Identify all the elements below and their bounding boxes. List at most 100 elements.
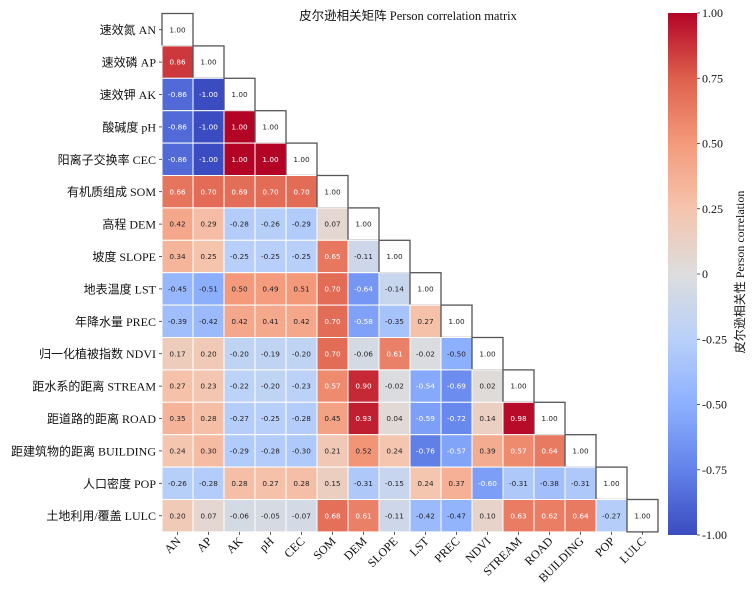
heatmap-cell: 0.42 <box>223 304 256 339</box>
column-label: SLOPE <box>365 534 401 570</box>
heatmap-cell: 0.39 <box>471 434 504 468</box>
cell-value-label: 0.29 <box>200 220 217 229</box>
cell-rect <box>347 401 380 436</box>
cell-value-label: -0.20 <box>230 349 249 358</box>
cell-value-label: -0.30 <box>292 447 311 456</box>
heatmap-cell: 0.70 <box>316 304 349 339</box>
cell-rect <box>254 142 287 177</box>
cell-value-label: 0.27 <box>417 317 434 326</box>
heatmap-cell: 0.42 <box>161 207 194 241</box>
colorbar-tick-label: -0.75 <box>702 463 727 477</box>
heatmap-cell: -0.23 <box>285 369 318 403</box>
cell-value-label: 0.23 <box>200 382 217 391</box>
heatmap-cell: -0.30 <box>285 434 318 468</box>
heatmap-cell: -0.19 <box>254 337 287 371</box>
cell-value-label: 0.66 <box>169 187 186 196</box>
cell-value-label: 1.00 <box>572 447 589 456</box>
cell-value-label: 0.57 <box>324 382 341 391</box>
cell-rect <box>471 466 504 501</box>
row-label: 高程 DEM <box>102 217 156 232</box>
heatmap-cell: 0.28 <box>192 401 225 436</box>
cell-value-label: -0.28 <box>261 447 280 456</box>
heatmap-cell: 0.63 <box>502 499 535 533</box>
cell-rect <box>440 369 473 403</box>
cell-value-label: 1.00 <box>479 349 496 358</box>
heatmap-cell: -0.27 <box>223 401 256 436</box>
cell-value-label: -0.64 <box>354 285 373 294</box>
cell-rect <box>161 239 194 274</box>
heatmap-cell: 0.66 <box>161 175 194 209</box>
heatmap-cell: 0.51 <box>285 272 318 306</box>
cell-rect <box>161 304 194 339</box>
cell-value-label: -0.07 <box>292 511 311 520</box>
cell-value-label: 0.42 <box>169 220 185 229</box>
heatmap-cell: 1.00 <box>502 369 535 403</box>
heatmap-cell: -1.00 <box>192 77 225 112</box>
heatmap-cell: -0.69 <box>440 369 473 403</box>
heatmap-cell: 0.07 <box>316 207 349 241</box>
heatmap-cell: 1.00 <box>347 207 380 241</box>
cell-value-label: -0.58 <box>354 317 373 326</box>
heatmap-cell: -0.20 <box>285 337 318 371</box>
cell-value-label: -0.72 <box>447 414 466 423</box>
colorbar-tick-label: -0.25 <box>702 332 727 346</box>
cell-value-label: -0.28 <box>292 414 311 423</box>
cell-rect <box>316 337 349 371</box>
heatmap-cell: -0.64 <box>347 272 380 306</box>
cell-value-label: 1.00 <box>169 25 186 34</box>
cell-rect <box>192 369 225 403</box>
cell-value-label: 0.24 <box>417 479 434 488</box>
heatmap-cell: -0.76 <box>409 434 442 468</box>
heatmap-cell: -0.28 <box>223 207 256 241</box>
cell-value-label: 0.24 <box>169 447 186 456</box>
cell-value-label: -0.28 <box>199 479 218 488</box>
heatmap-cell: 0.10 <box>471 499 504 533</box>
cell-value-label: 0.24 <box>386 447 403 456</box>
cell-value-label: -1.00 <box>199 123 218 132</box>
heatmap-cell: -0.51 <box>192 272 225 306</box>
cell-rect <box>378 304 411 339</box>
heatmap-cell: 0.21 <box>316 434 349 468</box>
cell-value-label: 0.51 <box>293 285 309 294</box>
cell-rect <box>347 499 380 533</box>
heatmap-cell: -0.25 <box>223 239 256 274</box>
cell-value-label: -0.26 <box>168 479 187 488</box>
heatmap-cells: 1.00 0.86 1.00 -0.86 -1.00 1.00 -0.86 -1.00 1.00… <box>161 12 659 533</box>
heatmap-cell: 0.17 <box>161 337 194 371</box>
heatmap-cell: -1.00 <box>192 110 225 144</box>
heatmap-cell: -0.59 <box>409 401 442 436</box>
heatmap-cell: 1.00 <box>254 142 287 177</box>
heatmap-cell: 0.93 <box>347 401 380 436</box>
cell-rect <box>285 434 318 468</box>
heatmap-cell: 0.02 <box>471 369 504 403</box>
colorbar-tick-label: 0.50 <box>702 137 723 151</box>
cell-rect <box>347 369 380 403</box>
cell-value-label: 0.30 <box>200 447 217 456</box>
cell-value-label: 0.41 <box>262 317 278 326</box>
cell-value-label: -0.05 <box>261 511 280 520</box>
heatmap-cell: 0.45 <box>316 401 349 436</box>
cell-value-label: 0.70 <box>262 187 279 196</box>
cell-rect <box>316 499 349 533</box>
cell-value-label: 0.70 <box>200 187 217 196</box>
heatmap-cell: 1.00 <box>595 466 628 501</box>
heatmap-cell: -0.58 <box>347 304 380 339</box>
cell-rect <box>161 45 194 79</box>
cell-value-label: 1.00 <box>231 90 248 99</box>
heatmap-cell: -0.31 <box>564 466 597 501</box>
cell-value-label: 0.28 <box>200 414 217 423</box>
cell-value-label: 0.07 <box>200 511 217 520</box>
cell-value-label: -0.23 <box>292 382 311 391</box>
cell-rect <box>192 304 225 339</box>
heatmap-cell: -0.50 <box>440 337 473 371</box>
cell-value-label: 0.65 <box>324 252 340 261</box>
cell-rect <box>409 499 442 533</box>
column-label: CEC <box>281 534 307 560</box>
cell-value-label: -0.27 <box>602 511 621 520</box>
row-label: 坡度 SLOPE <box>92 249 156 264</box>
cell-value-label: -0.31 <box>509 479 528 488</box>
cell-rect <box>409 304 442 339</box>
heatmap-cell: 1.00 <box>223 110 256 144</box>
cell-value-label: -0.20 <box>292 349 311 358</box>
